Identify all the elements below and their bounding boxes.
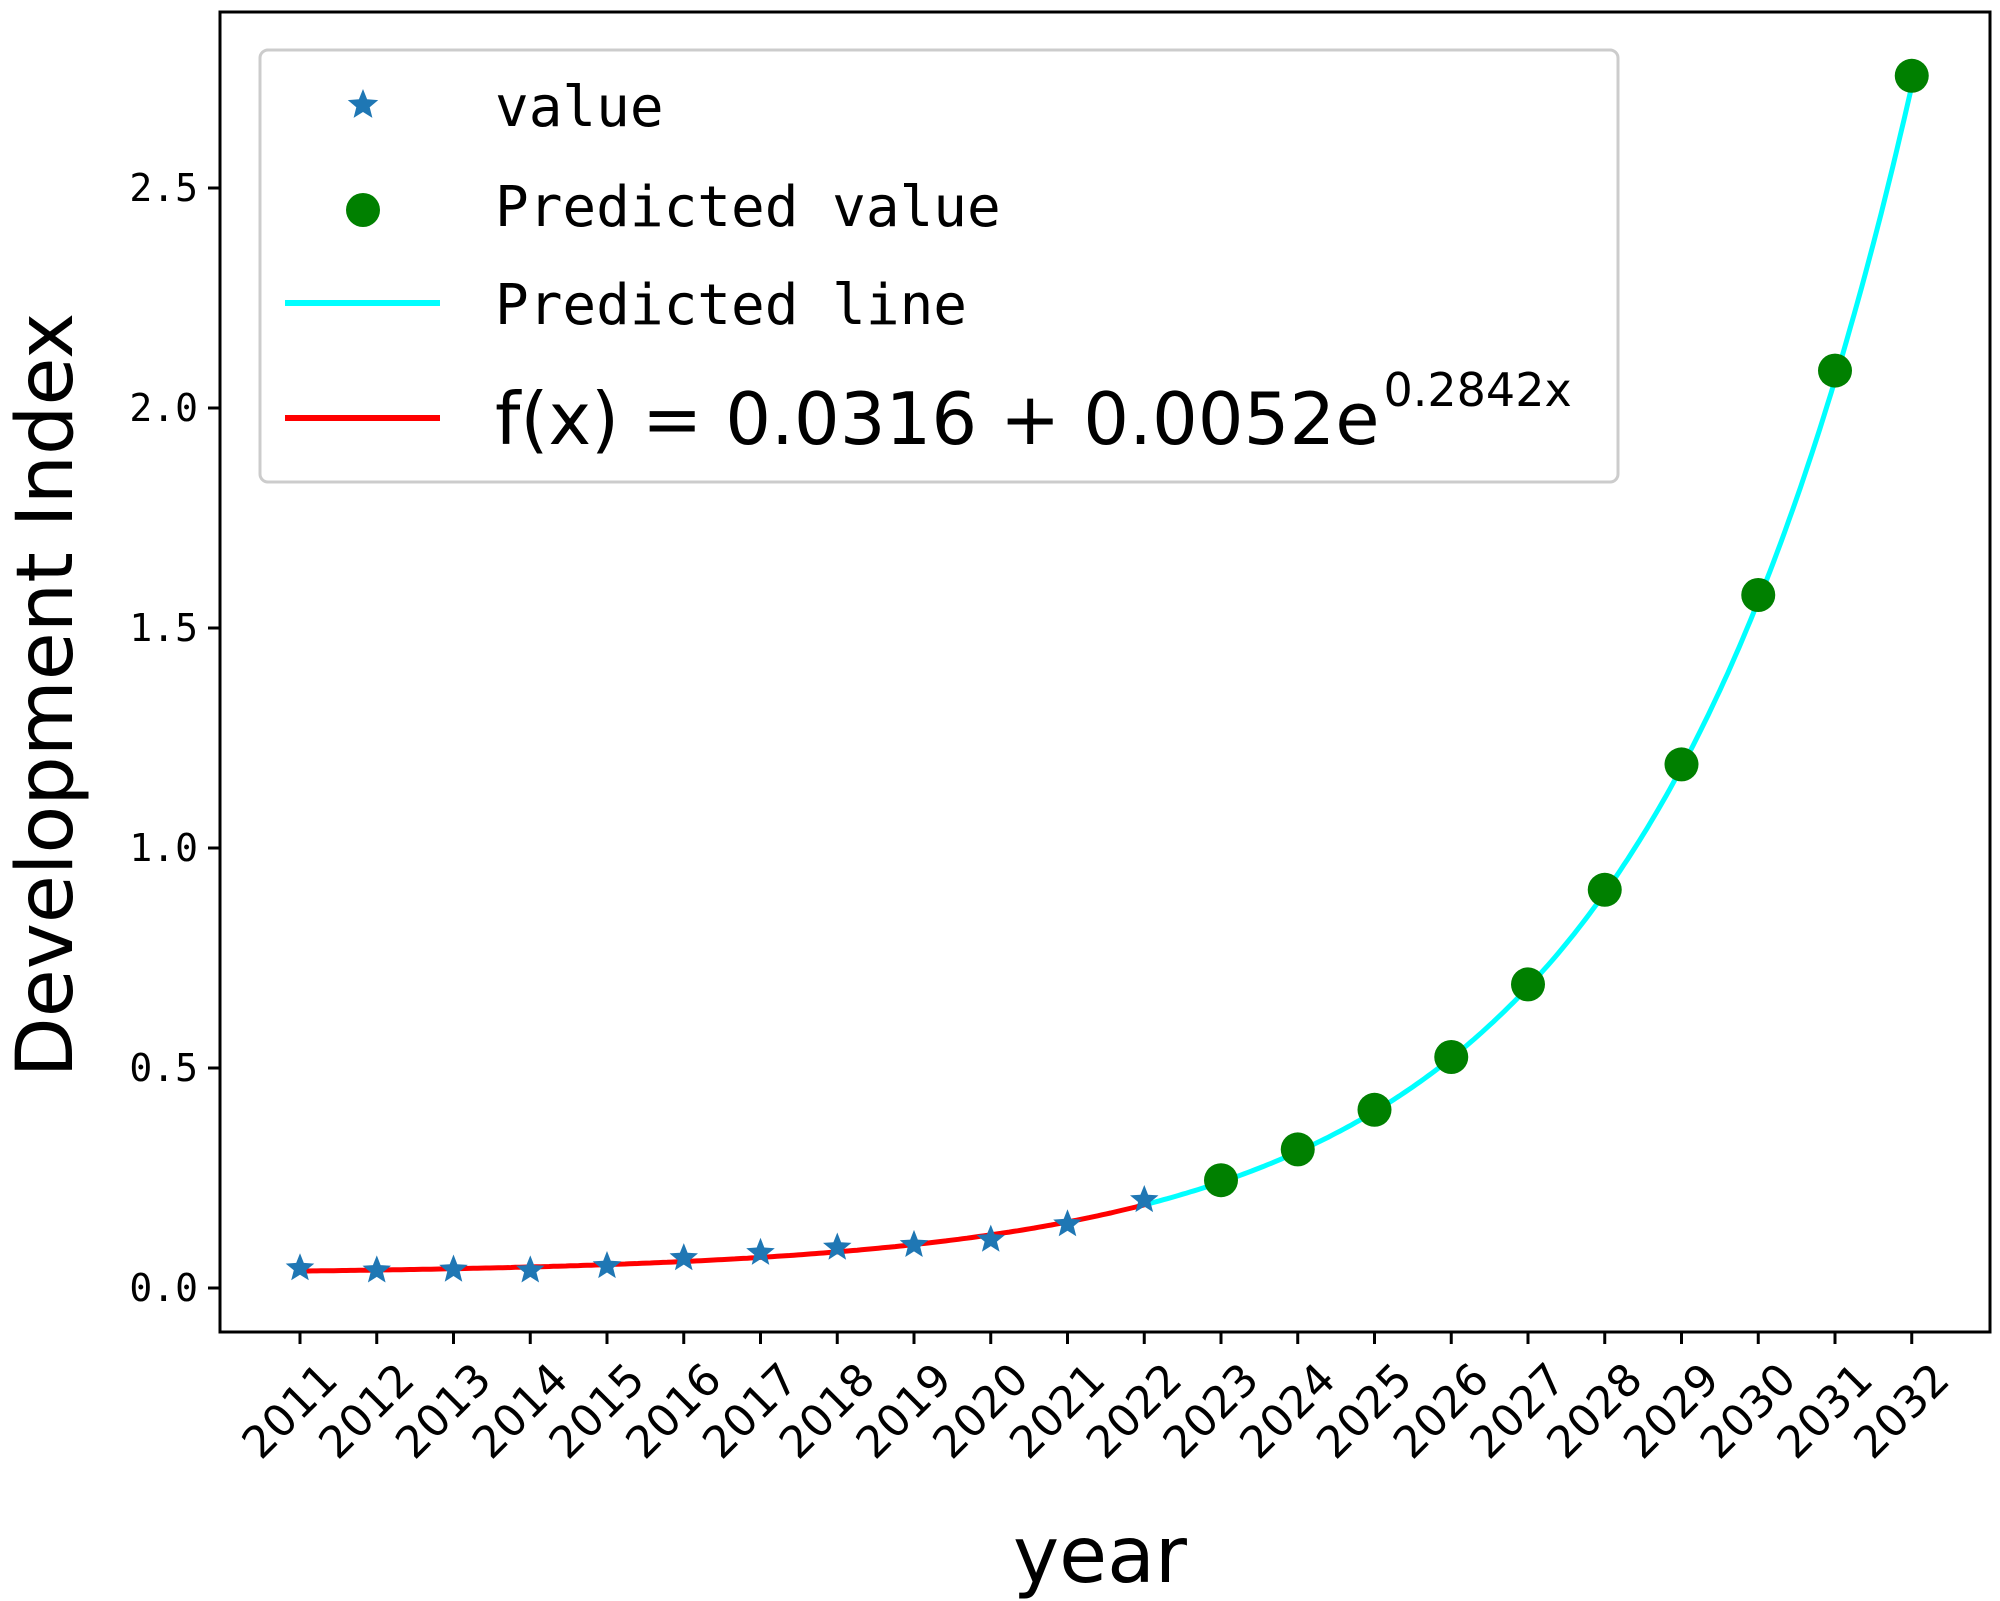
value-star-point [669,1243,698,1271]
value-star-point [823,1232,852,1260]
plot-area [285,58,1929,1283]
predicted-value-point [1664,747,1699,782]
plot-frame [218,10,1992,1334]
legend-star-marker [347,89,379,118]
legend-label-predicted-value: Predicted value [495,175,1001,240]
value-star-point [592,1251,622,1279]
value-star-point [746,1237,775,1265]
y-tick-label: 2.5 [129,166,198,210]
legend-circle-marker [346,193,380,227]
predicted-value-point [1434,1040,1469,1074]
y-axis-title: Development Index [1,313,91,1078]
legend-label-formula: f(x) = 0.0316 + 0.0052e0.2842x [495,363,1572,461]
value-star-point [899,1229,929,1257]
y-tick-label: 2.0 [129,386,198,430]
value-star-point [976,1224,1005,1252]
legend: value Predicted value Predicted line f(x… [258,48,1620,484]
y-tick-label: 1.0 [129,826,198,870]
legend-formula-main: f(x) = 0.0316 + 0.0052e [495,377,1380,461]
value-star-point [285,1253,315,1281]
predicted-value-point [1587,872,1622,907]
y-tick-label: 0.0 [129,1266,198,1310]
y-tick-label: 0.5 [129,1046,198,1090]
predicted-value-point [1511,967,1545,1002]
predicted-value-point [1204,1163,1238,1198]
predicted-value-point [1818,353,1852,388]
predicted-value-point [1280,1132,1315,1167]
x-axis-title: year [1013,1511,1188,1601]
legend-frame [258,48,1620,484]
predicted-value-point [1357,1092,1392,1127]
value-star-point [439,1254,468,1282]
legend-formula-exponent: 0.2842x [1384,363,1572,417]
fit-curve-line [299,1202,1145,1274]
value-star-point [516,1255,545,1283]
legend-label-predicted-line: Predicted line [495,273,967,338]
value-star-point [362,1255,391,1283]
legend-label-value: value [495,75,664,140]
y-tick-label: 1.5 [129,606,198,650]
value-star-point [1053,1209,1082,1237]
value-star-point [1130,1185,1159,1213]
predicted-value-point [1894,58,1929,93]
predicted-value-point [1741,578,1776,612]
